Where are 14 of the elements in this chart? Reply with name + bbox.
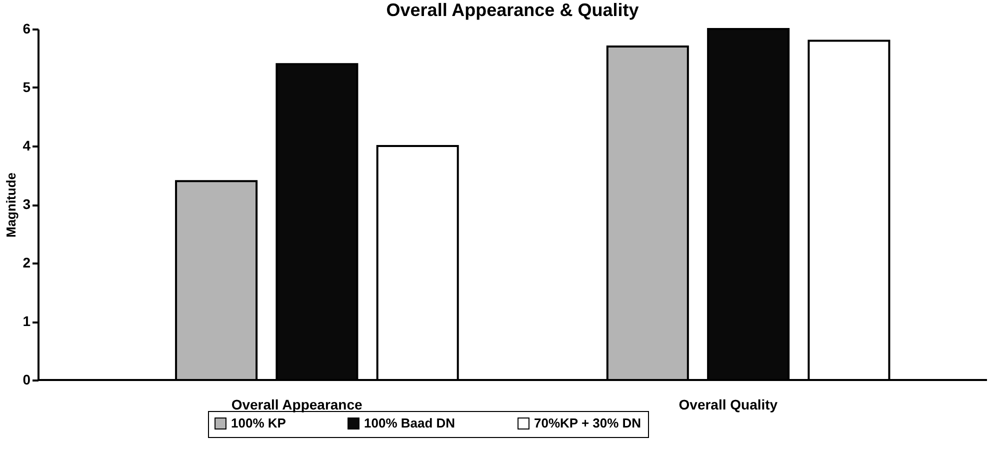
- y-axis-title: Magnitude: [4, 172, 19, 238]
- x-tick-label: Overall Quality: [678, 396, 778, 412]
- legend-label: 100% Baad DN: [364, 416, 456, 431]
- y-tick-label: 1: [22, 313, 31, 329]
- y-tick-label: 2: [22, 254, 31, 270]
- legend-label: 100% KP: [231, 416, 286, 431]
- chart-title: Overall Appearance & Quality: [386, 0, 639, 20]
- x-tick-label: Overall Appearance: [231, 396, 363, 412]
- y-tick-label: 3: [22, 196, 31, 212]
- y-tick-label: 6: [22, 20, 31, 36]
- y-tick-label: 0: [22, 372, 31, 388]
- legend-label: 70%KP + 30% DN: [534, 416, 642, 431]
- y-tick-label: 4: [22, 138, 31, 154]
- y-tick-label: 5: [22, 79, 31, 95]
